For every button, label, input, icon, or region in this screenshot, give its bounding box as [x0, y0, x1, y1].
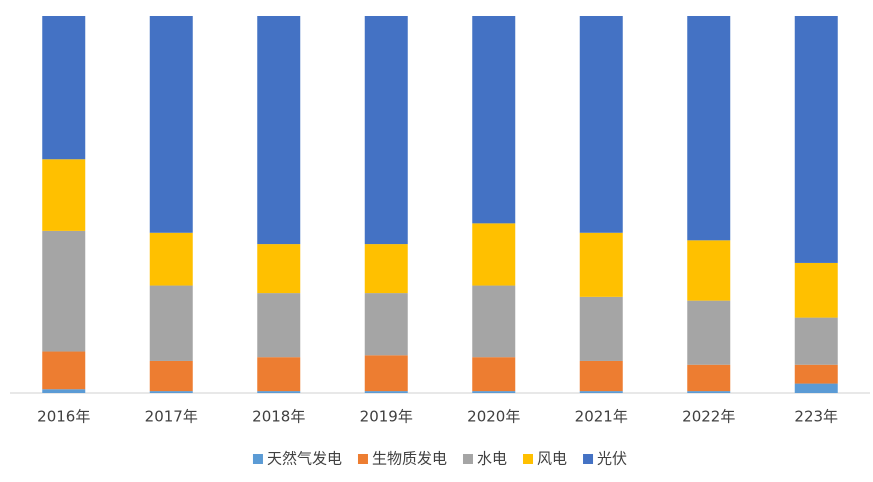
bar-segment: [257, 357, 301, 392]
legend-label: 生物质发电: [372, 450, 447, 468]
legend-swatch: [357, 454, 368, 464]
bar-segment: [472, 357, 516, 392]
bar-segment: [364, 293, 408, 356]
bar-segment: [42, 389, 86, 393]
bar-segment: [794, 317, 838, 365]
bar-segment: [687, 364, 731, 392]
bar-segment: [794, 364, 838, 384]
x-tick-label: 2022年: [682, 408, 735, 426]
x-tick-label: 2018年: [252, 408, 305, 426]
bar-segment: [149, 391, 193, 393]
bar-segment: [364, 355, 408, 392]
bar-segment: [257, 244, 301, 294]
bar-segment: [472, 391, 516, 393]
bar-segment: [579, 232, 623, 297]
x-tick-label: 2016年: [37, 408, 90, 426]
bar-segment: [687, 240, 731, 301]
bar-segment: [149, 360, 193, 392]
bar-segment: [579, 391, 623, 393]
bar-segment: [687, 391, 731, 393]
bar-segment: [472, 16, 516, 224]
bar-segment: [472, 285, 516, 358]
bar-segment: [149, 285, 193, 361]
legend-label: 风电: [537, 450, 567, 468]
bar-segment: [149, 16, 193, 233]
bar-segment: [687, 16, 731, 241]
x-tick-label: 223年: [794, 408, 838, 426]
x-tick-label: 2019年: [360, 408, 413, 426]
bar-segment: [794, 262, 838, 318]
bar-segment: [42, 351, 86, 390]
x-tick-label: 2017年: [145, 408, 198, 426]
bar-segment: [579, 296, 623, 361]
bar-segment: [687, 300, 731, 365]
bar-segment: [42, 159, 86, 231]
legend-swatch: [252, 454, 263, 464]
legend-label: 天然气发电: [267, 450, 342, 468]
bar-segment: [257, 391, 301, 393]
bar-segment: [579, 16, 623, 233]
bar-segment: [42, 230, 86, 352]
bar-segment: [364, 244, 408, 294]
x-tick-label: 2021年: [575, 408, 628, 426]
bar-segment: [364, 391, 408, 393]
legend-swatch: [523, 454, 534, 464]
bar-segment: [579, 360, 623, 392]
legend-label: 水电: [477, 450, 507, 468]
bar-segment: [794, 16, 838, 263]
bar-segment: [472, 223, 516, 286]
legend-swatch: [583, 454, 594, 464]
x-tick-label: 2020年: [467, 408, 520, 426]
bar-segment: [364, 16, 408, 245]
bar-segment: [42, 16, 86, 160]
bar-segment: [149, 232, 193, 286]
legend-swatch: [462, 454, 473, 464]
bar-segment: [794, 383, 838, 393]
bar-segment: [257, 293, 301, 358]
legend-label: 光伏: [597, 450, 627, 468]
bar-segment: [257, 16, 301, 245]
